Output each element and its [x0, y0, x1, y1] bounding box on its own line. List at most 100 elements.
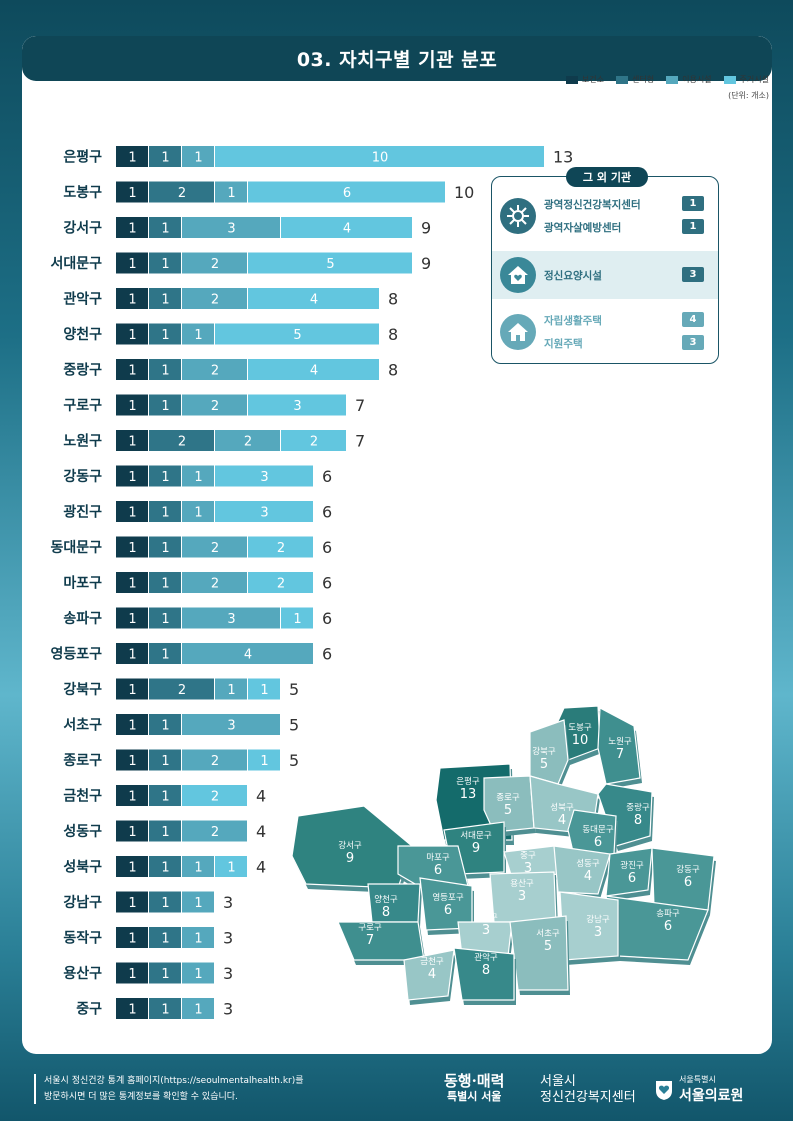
bar-value-label: 1 [128, 1003, 136, 1018]
bar-value-label: 1 [194, 470, 202, 485]
bar-value-label: 1 [161, 541, 169, 556]
district-name: 송파구 [656, 909, 680, 919]
bar-value-label: 1 [161, 257, 169, 272]
bar-total-label: 5 [289, 716, 299, 735]
category-label: 양천구 [63, 327, 102, 343]
bar-value-label: 1 [161, 328, 169, 343]
district-name: 강북구 [532, 746, 556, 757]
district-area [403, 949, 455, 1001]
district-value: 7 [366, 933, 374, 948]
bar-value-label: 4 [343, 222, 351, 237]
bar-segment [116, 678, 148, 700]
bar-value-label: 4 [310, 293, 318, 308]
bar-segment [149, 146, 181, 167]
category-label: 금천구 [63, 789, 102, 805]
bar-value-label: 1 [128, 364, 136, 379]
bar-segment [182, 394, 247, 416]
legend-label: 센터형 [632, 75, 655, 84]
bar-total-label: 5 [289, 751, 299, 770]
bar-value-label: 1 [161, 222, 169, 237]
bar-segment [281, 217, 412, 238]
bar-total-label: 3 [223, 929, 233, 948]
bar-value-label: 5 [326, 257, 334, 272]
bar-segment [182, 785, 247, 806]
bar-segment [116, 288, 148, 309]
bar-value-label: 2 [211, 399, 219, 414]
facility-name: 지원주택 [544, 338, 583, 350]
facility-row: 광역자살예방센터 1 [544, 219, 710, 235]
bar-value-label: 1 [128, 719, 136, 734]
district-name: 도봉구 [568, 723, 592, 733]
category-label: 도봉구 [63, 185, 102, 201]
bar-segment [149, 359, 181, 380]
bar-value-label: 2 [211, 754, 219, 769]
bar-value-label: 3 [260, 470, 268, 485]
district-name: 구로구 [358, 923, 382, 933]
bar-value-label: 1 [194, 506, 202, 521]
district-name: 서초구 [536, 929, 560, 939]
center-logo-line-2: 정신건강복지센터 [540, 1090, 636, 1105]
bar-segment [182, 962, 214, 984]
bar-value-label: 1 [128, 541, 136, 556]
category-label: 강동구 [63, 468, 102, 485]
virus-network-icon [500, 198, 536, 234]
bar-value-label: 1 [194, 151, 202, 166]
facility-count: 3 [682, 335, 704, 350]
bar-segment [182, 643, 313, 664]
bar-value-label: 1 [227, 186, 235, 201]
bar-value-label: 2 [310, 435, 318, 450]
category-label: 강서구 [63, 220, 102, 237]
bar-total-label: 6 [322, 609, 332, 628]
category-label: 서대문구 [50, 256, 102, 272]
seoul-slogan-logo: 동행·매력 특별시 서울 [444, 1073, 504, 1105]
facility-row: 정신요양시설 3 [544, 267, 710, 283]
bar-segment [149, 962, 181, 984]
facility-row: 지원주택 3 [544, 335, 710, 351]
bar-segment [149, 288, 181, 309]
bar-total-label: 6 [322, 503, 332, 522]
medical-logo-line-1: 서울특별시 [679, 1075, 716, 1084]
bar-value-label: 1 [161, 825, 169, 840]
bar-value-label: 1 [128, 790, 136, 805]
house-heart-icon [500, 257, 536, 293]
district-value: 6 [444, 903, 452, 918]
district-name: 금천구 [420, 956, 444, 967]
bar-value-label: 4 [310, 364, 318, 379]
bar-total-label: 6 [322, 574, 332, 593]
bar-total-label: 7 [355, 396, 365, 415]
bar-value-label: 1 [161, 293, 169, 308]
bar-segment [248, 394, 346, 416]
bar-segment [149, 572, 181, 593]
district-value: 6 [664, 919, 672, 934]
bar-total-label: 13 [553, 148, 573, 167]
footer-line-2: 방문하시면 더 많은 통계정보를 확인할 수 있습니다. [44, 1092, 238, 1102]
bar-value-label: 2 [178, 186, 186, 201]
bar-segment [149, 323, 181, 345]
medical-logo-line-2: 서울의료원 [679, 1088, 744, 1104]
district-value: 9 [346, 851, 354, 866]
district-name: 은평구 [456, 776, 480, 787]
bar-segment [116, 430, 148, 451]
bar-segment [116, 927, 148, 948]
facility-row: 광역정신건강복지센터 1 [544, 196, 710, 212]
bar-value-label: 4 [244, 648, 252, 663]
bar-segment [182, 323, 214, 345]
facility-name: 광역자살예방센터 [544, 222, 622, 234]
district-name: 마포구 [426, 853, 450, 863]
bar-value-label: 3 [260, 506, 268, 521]
bar-segment [149, 181, 214, 203]
bar-segment [182, 501, 214, 522]
bar-value-label: 3 [227, 719, 235, 734]
bar-segment [182, 856, 214, 877]
facility-group: 광역정신건강복지센터 1 광역자살예방센터 1 [492, 191, 718, 241]
bar-value-label: 1 [128, 435, 136, 450]
slogan-line-1: 동행·매력 [444, 1072, 505, 1090]
district-name: 영등포구 [432, 892, 463, 903]
legend-item: 이용시설 [666, 74, 712, 85]
bar-value-label: 1 [194, 1003, 202, 1018]
bar-segment [116, 962, 148, 984]
bar-segment [116, 714, 148, 735]
bar-value-label: 1 [260, 754, 268, 769]
bar-value-label: 2 [178, 683, 186, 698]
